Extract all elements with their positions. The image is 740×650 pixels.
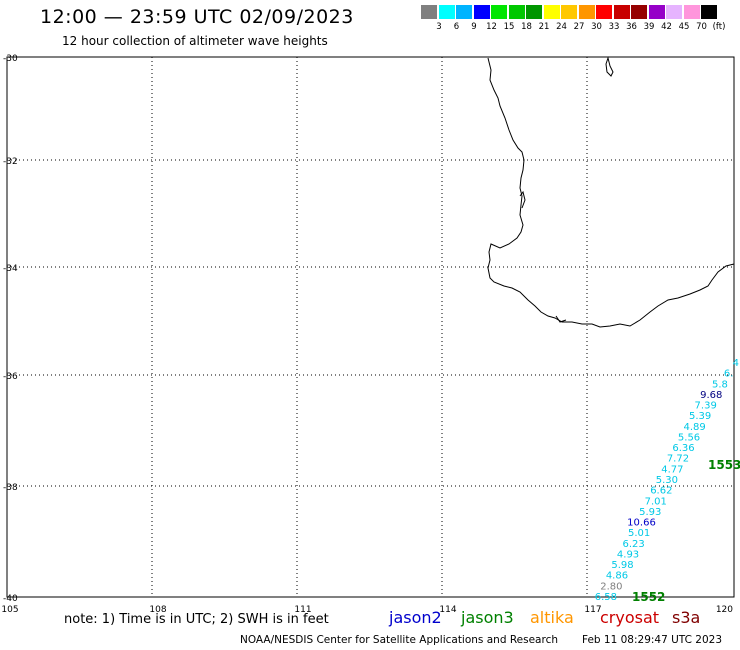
- legend-label: 39: [643, 22, 655, 32]
- legend-swatch: [561, 5, 578, 19]
- legend-label: 6: [453, 22, 460, 32]
- coastline-peninsula: [519, 190, 526, 209]
- lon-tick-label: 111: [294, 605, 311, 615]
- wave-height-label: 5.93: [639, 507, 661, 518]
- legend-label: 3: [436, 22, 442, 32]
- lon-tick-label: 105: [1, 605, 18, 615]
- legend-label: 45: [678, 22, 690, 32]
- coastline-island: [605, 56, 614, 77]
- legend-label: 9: [471, 22, 477, 32]
- map-subtitle: 12 hour collection of altimeter wave hei…: [62, 34, 328, 48]
- legend-swatch: [701, 5, 718, 19]
- wave-height-label: 10.66: [627, 518, 656, 529]
- footer-credit: NOAA/NESDIS Center for Satellite Applica…: [240, 634, 558, 646]
- legend-label: 24: [556, 22, 567, 32]
- lon-tick-label: 108: [149, 605, 166, 615]
- wave-height-readings: 46.5.89.687.395.394.895.566.367.724.775.…: [595, 358, 740, 604]
- coastline: [487, 57, 735, 328]
- wave-height-label: 6.58: [595, 592, 617, 603]
- wave-height-label: 4.77: [661, 464, 683, 475]
- lon-tick-label: 117: [584, 605, 601, 615]
- legend-label: 70: [696, 22, 707, 32]
- lon-tick-label: 120: [716, 605, 733, 615]
- wave-height-label: 4.89: [683, 422, 705, 433]
- satellite-name: altika: [530, 608, 574, 627]
- wave-height-label: 5.56: [678, 432, 700, 443]
- legend-label: 33: [608, 22, 620, 32]
- lat-tick-label: -34: [3, 264, 18, 274]
- satellite-name: cryosat: [600, 608, 660, 627]
- wave-height-label: 6.: [724, 369, 734, 380]
- lat-tick-label: -30: [3, 54, 18, 64]
- wave-height-label: 7.39: [695, 401, 717, 412]
- wave-height-label: 4: [733, 358, 739, 369]
- coastline-inlet: [555, 315, 567, 323]
- lat-tick-label: -36: [3, 372, 18, 382]
- wave-height-label: 5.39: [689, 411, 711, 422]
- legend-swatch: [491, 5, 508, 19]
- wave-height-label: 7.01: [645, 496, 667, 507]
- units-note: note: 1) Time is in UTC; 2) SWH is in fe…: [64, 612, 329, 627]
- satellite-name: jason2: [389, 608, 442, 627]
- legend-swatch: [666, 5, 683, 19]
- lat-tick-label: -32: [3, 157, 18, 167]
- legend-swatch: [473, 5, 491, 19]
- legend-label: (ft): [712, 22, 726, 32]
- satellite-name: s3a: [672, 608, 701, 627]
- wave-height-label: 6.23: [622, 539, 644, 550]
- wave-height-label: 5.8: [712, 379, 728, 390]
- legend-swatch: [421, 5, 438, 19]
- legend-label: 18: [521, 22, 532, 32]
- legend-swatch: [578, 5, 596, 19]
- legend-label: 21: [538, 22, 550, 32]
- wave-height-label: 4.93: [617, 549, 639, 560]
- legend-swatch: [526, 5, 543, 19]
- legend-swatch: [613, 5, 631, 19]
- wave-height-label: 2.80: [600, 581, 622, 592]
- pass-time-label: 1553: [708, 458, 740, 472]
- wave-height-label: 5.98: [611, 560, 633, 571]
- wave-height-label: 6.36: [672, 443, 694, 454]
- legend-swatch: [508, 5, 526, 19]
- satellite-name: jason3: [461, 608, 514, 627]
- lon-tick-label: 114: [439, 605, 456, 615]
- wave-height-label: 5.30: [656, 475, 678, 486]
- legend-swatch: [438, 5, 456, 19]
- legend-swatch: [631, 5, 648, 19]
- legend-label: 15: [503, 22, 515, 32]
- wave-height-label: 6.62: [650, 486, 672, 497]
- map-frame: [6, 56, 735, 598]
- wave-height-label: 7.72: [667, 454, 689, 465]
- legend-swatch: [596, 5, 613, 19]
- wave-height-label: 5.01: [628, 528, 650, 539]
- graticule: [7, 57, 734, 597]
- wave-height-label: 4.86: [606, 571, 628, 582]
- legend-label: 42: [661, 22, 672, 32]
- wave-height-label: 9.68: [700, 390, 722, 401]
- legend-label: 27: [573, 22, 585, 32]
- legend-label: 30: [591, 22, 602, 32]
- pass-time-label: 1552: [632, 590, 665, 604]
- legend-swatch: [648, 5, 666, 19]
- lat-tick-label: -40: [3, 594, 18, 604]
- map-title: 12:00 — 23:59 UTC 02/09/2023: [40, 6, 354, 28]
- legend-swatch: [683, 5, 701, 19]
- legend-swatch: [543, 5, 561, 19]
- lat-tick-label: -38: [3, 483, 18, 493]
- footer-timestamp: Feb 11 08:29:47 UTC 2023: [582, 634, 722, 646]
- legend-label: 36: [626, 22, 637, 32]
- legend-swatch: [456, 5, 473, 19]
- legend-label: 12: [486, 22, 497, 32]
